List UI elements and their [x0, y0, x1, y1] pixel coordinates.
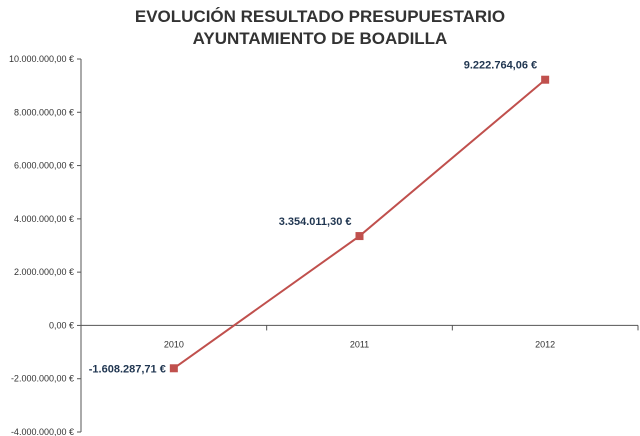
x-axis: 2010 2011 2012 — [80, 324, 639, 349]
y-tick-label: 6.000.000,00 € — [14, 161, 74, 171]
y-tick-label: 8.000.000,00 € — [14, 107, 74, 117]
data-label: -1.608.287,71 € — [89, 363, 166, 375]
y-tick-label: 0,00 € — [49, 320, 74, 330]
y-tick-label: 2.000.000,00 € — [14, 267, 74, 277]
x-tick-label: 2012 — [535, 339, 555, 349]
y-axis: 10.000.000,00 € 8.000.000,00 € 6.000.000,0… — [9, 54, 82, 436]
x-tick-label: 2010 — [164, 339, 184, 349]
y-tick-label: 4.000.000,00 € — [14, 214, 74, 224]
data-label: 3.354.011,30 € — [279, 216, 352, 228]
y-tick-label: 10.000.000,00 € — [9, 54, 74, 64]
series-line — [169, 75, 550, 373]
chart-title-line-1: EVOLUCIÓN RESULTADO PRESUPUESTARIO — [135, 7, 505, 26]
data-point-marker — [355, 232, 364, 241]
data-labels: -1.608.287,71 € 3.354.011,30 € 9.222.764,0… — [89, 60, 537, 376]
chart-title-line-2: AYUNTAMIENTO DE BOADILLA — [193, 29, 448, 48]
data-point-marker — [541, 75, 550, 84]
data-point-marker — [169, 364, 178, 373]
data-label: 9.222.764,06 € — [464, 60, 537, 72]
x-tick-label: 2011 — [350, 339, 369, 349]
y-tick-label: -4.000.000,00 € — [11, 427, 74, 436]
y-tick-label: -2.000.000,00 € — [11, 374, 74, 384]
